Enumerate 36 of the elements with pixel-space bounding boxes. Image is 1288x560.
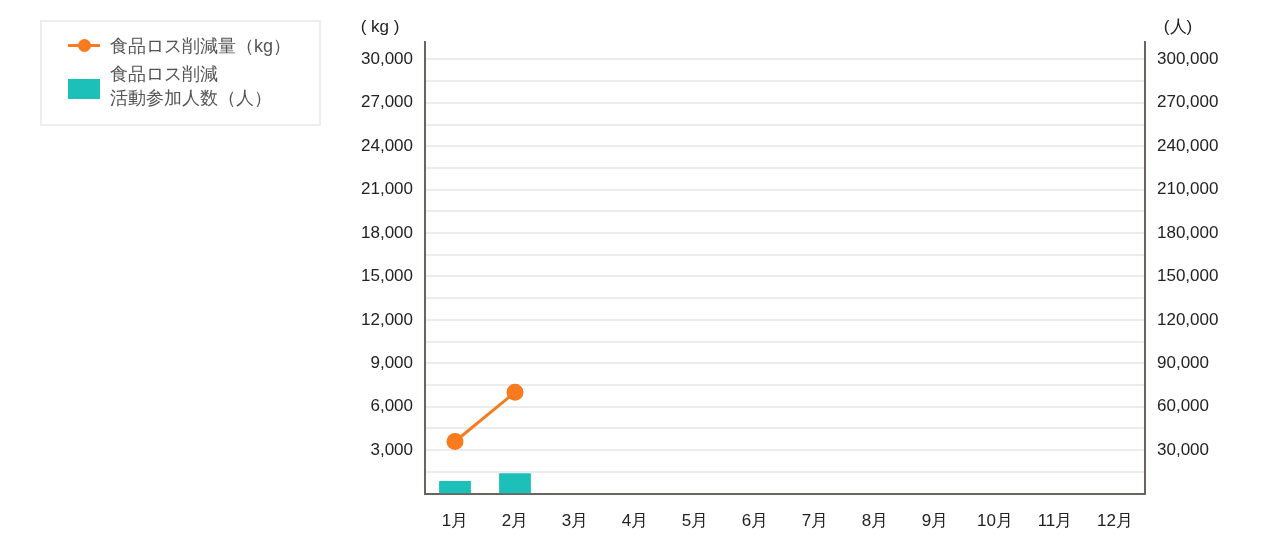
y-tick-label: 3,000 [370,439,413,459]
y-tick-label: 27,000 [361,92,413,112]
y2-tick-label: 180,000 [1157,222,1219,242]
legend-label: 食品ロス削減活動参加人数（人） [110,63,273,110]
x-tick-label: 11月 [1037,511,1073,531]
x-tick-label: 3月 [561,511,589,531]
y-tick-label: 12,000 [361,309,413,329]
legend-label: 食品ロス削減量（kg） [110,35,292,58]
y2-tick-label: 240,000 [1157,135,1219,155]
y-tick-label: 21,000 [361,179,413,199]
y2-tick-label: 210,000 [1157,179,1219,199]
y-tick-label: 9,000 [370,353,413,373]
x-tick-label: 4月 [621,511,649,531]
y-tick-label: 18,000 [361,222,413,242]
y2-axis-title: (人) [1163,16,1193,36]
x-tick-label: 7月 [801,511,829,531]
y2-tick-label: 300,000 [1157,49,1219,69]
y2-tick-label: 60,000 [1157,396,1209,416]
x-tick-label: 2月 [501,511,529,531]
x-tick-label: 6月 [741,511,769,531]
y2-tick-label: 120,000 [1157,309,1219,329]
y2-tick-label: 150,000 [1157,266,1219,286]
x-tick-label: 12月 [1097,511,1133,531]
y-tick-label: 24,000 [361,135,413,155]
y-tick-label: 15,000 [361,266,413,286]
x-tick-label: 8月 [861,511,889,531]
y-axis-title: ( kg ) [360,16,400,36]
y-tick-label: 6,000 [370,396,413,416]
x-tick-label: 10月 [977,511,1013,531]
y-tick-label: 30,000 [361,49,413,69]
x-tick-label: 9月 [921,511,949,531]
y2-tick-label: 90,000 [1157,353,1209,373]
x-tick-label: 1月 [441,511,469,531]
x-tick-label: 5月 [681,511,709,531]
y2-tick-label: 30,000 [1157,439,1209,459]
y2-tick-label: 270,000 [1157,92,1219,112]
